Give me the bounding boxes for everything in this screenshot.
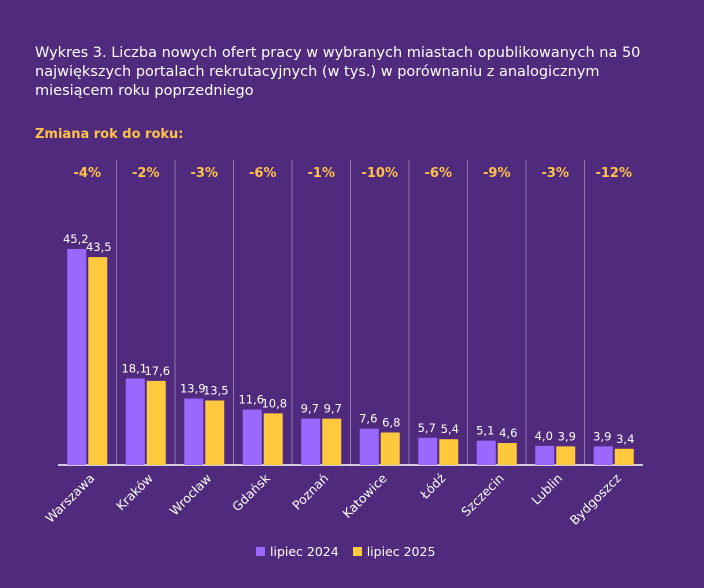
chart-legend: lipiec 2024 lipiec 2025 — [256, 544, 435, 559]
data-label-2025: 6,8 — [382, 416, 400, 430]
category-label: Bydgoszcz — [567, 470, 625, 528]
category-label: Gdańsk — [229, 470, 273, 514]
data-label-2024: 13,9 — [180, 382, 206, 396]
yoy-change-label: -6% — [249, 166, 276, 181]
category-label: Lublin — [528, 471, 565, 508]
data-label-2025: 10,8 — [261, 396, 287, 410]
data-label-2025: 3,9 — [558, 429, 576, 443]
data-label-2024: 9,7 — [301, 402, 319, 416]
yoy-change-label: -3% — [542, 166, 569, 181]
chart-title: Wykres 3. Liczba nowych ofert pracy w wy… — [35, 45, 641, 99]
bar-2024 — [125, 378, 145, 465]
bar-2025 — [497, 443, 517, 465]
data-label-2024: 45,2 — [63, 232, 89, 246]
bar-2024 — [184, 398, 204, 465]
data-label-2025: 4,6 — [499, 426, 517, 440]
bar-2024 — [301, 418, 321, 465]
data-label-2024: 18,1 — [121, 362, 147, 376]
bar-2024 — [535, 445, 555, 465]
bar-2024 — [67, 249, 87, 465]
bar-2025 — [205, 400, 225, 465]
yoy-change-label: -6% — [425, 166, 452, 181]
yoy-change-label: -12% — [595, 166, 632, 181]
data-label-2025: 43,5 — [86, 240, 112, 254]
legend-swatch-2024 — [256, 547, 265, 556]
bar-2025 — [88, 257, 108, 465]
bar-2024 — [476, 440, 496, 465]
legend-item-2025: lipiec 2025 — [352, 544, 436, 559]
category-label: Szczecin — [458, 471, 507, 520]
category-label: Warszawa — [42, 471, 97, 526]
yoy-change-label: -4% — [74, 166, 101, 181]
yoy-change-label: -1% — [308, 166, 335, 181]
bar-2024 — [418, 437, 438, 465]
yoy-change-label: -2% — [132, 166, 159, 181]
data-label-2024: 3,9 — [593, 429, 611, 443]
bar-2025 — [263, 413, 283, 465]
bar-2025 — [322, 418, 342, 465]
bar-2025 — [380, 432, 400, 465]
bar-2024 — [359, 428, 379, 465]
bar-2025 — [146, 380, 166, 465]
bar-2024 — [242, 409, 262, 465]
legend-label-2024: lipiec 2024 — [270, 544, 339, 559]
category-label: Poznań — [289, 471, 331, 513]
category-label: Łódź — [416, 470, 448, 502]
yoy-change-label: -3% — [191, 166, 218, 181]
data-label-2025: 9,7 — [324, 402, 342, 416]
data-label-2024: 5,7 — [418, 421, 436, 435]
data-label-2025: 5,4 — [441, 422, 459, 436]
bar-2025 — [614, 448, 634, 465]
yoy-change-heading: Zmiana rok do roku: — [35, 127, 184, 142]
yoy-change-label: -10% — [361, 166, 398, 181]
data-label-2025: 13,5 — [203, 383, 229, 397]
bar-2025 — [556, 446, 576, 465]
data-label-2024: 5,1 — [476, 424, 494, 438]
legend-item-2024: lipiec 2024 — [256, 544, 339, 559]
data-label-2025: 17,6 — [144, 364, 170, 378]
yoy-change-label: -9% — [483, 166, 510, 181]
legend-swatch-2025 — [352, 547, 362, 556]
data-label-2024: 4,0 — [535, 429, 553, 443]
bar-2024 — [593, 446, 613, 465]
category-label: Kraków — [113, 471, 156, 514]
bar-2025 — [439, 439, 459, 465]
data-label-2025: 3,4 — [616, 432, 634, 446]
data-label-2024: 11,6 — [238, 393, 264, 407]
data-label-2024: 7,6 — [359, 412, 377, 426]
legend-label-2025: lipiec 2025 — [366, 544, 436, 559]
category-label: Wrocław — [167, 471, 215, 519]
category-label: Katowice — [339, 470, 390, 521]
